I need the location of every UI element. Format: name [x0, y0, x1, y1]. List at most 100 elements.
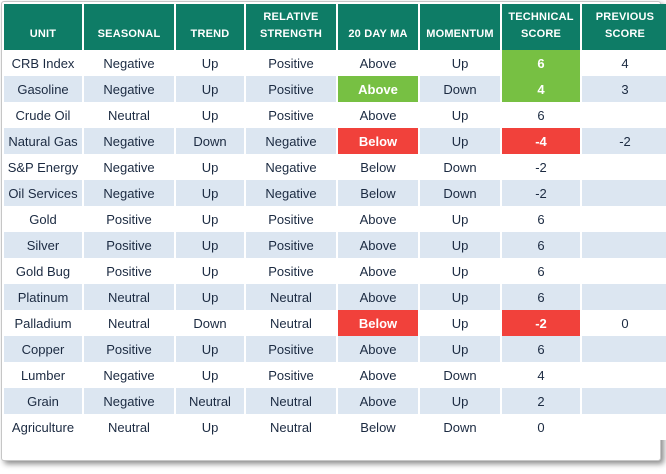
cell-relative-strength: Neutral [246, 284, 338, 310]
cell-previous-score: 0 [582, 310, 666, 336]
cell-momentum: Up [420, 128, 502, 154]
cell-momentum: Up [420, 336, 502, 362]
column-header-trend: TREND [176, 4, 246, 50]
cell-technical-score: 4 [502, 362, 582, 388]
cell-unit: Copper [4, 336, 84, 362]
cell-unit: Crude Oil [4, 102, 84, 128]
cell-momentum: Up [420, 310, 502, 336]
cell-previous-score: 4 [582, 50, 666, 76]
cell-20-day-ma: Below [338, 128, 420, 154]
column-header-seasonal: SEASONAL [84, 4, 176, 50]
cell-trend: Up [176, 258, 246, 284]
cell-technical-score: -2 [502, 180, 582, 206]
cell-technical-score: 6 [502, 284, 582, 310]
column-header-20-day-ma: 20 DAY MA [338, 4, 420, 50]
cell-trend: Neutral [176, 388, 246, 414]
cell-previous-score [582, 362, 666, 388]
cell-momentum: Up [420, 232, 502, 258]
column-header-momentum: MOMENTUM [420, 4, 502, 50]
cell-seasonal: Positive [84, 258, 176, 284]
cell-20-day-ma: Above [338, 336, 420, 362]
table-row: Platinum Neutral Up Neutral Above Up 6 [4, 284, 666, 310]
cell-relative-strength: Negative [246, 180, 338, 206]
cell-relative-strength: Positive [246, 232, 338, 258]
cell-trend: Up [176, 206, 246, 232]
cell-unit: Natural Gas [4, 128, 84, 154]
cell-unit: CRB Index [4, 50, 84, 76]
cell-momentum: Up [420, 102, 502, 128]
cell-momentum: Up [420, 284, 502, 310]
cell-momentum: Up [420, 388, 502, 414]
table-body: CRB Index Negative Up Positive Above Up 6 4 Gaso… [4, 50, 666, 440]
cell-seasonal: Negative [84, 388, 176, 414]
screenshot-frame: UNIT SEASONAL TREND RELATIVE STRENGTH 20 DAY… [1, 1, 666, 461]
cell-relative-strength: Positive [246, 102, 338, 128]
cell-trend: Up [176, 50, 246, 76]
cell-unit: Gold [4, 206, 84, 232]
table-row: Palladium Neutral Down Neutral Below Up -2 0 [4, 310, 666, 336]
cell-20-day-ma: Above [338, 258, 420, 284]
cell-seasonal: Negative [84, 128, 176, 154]
cell-relative-strength: Positive [246, 362, 338, 388]
table-row: Gasoline Negative Up Positive Above Down 4 3 [4, 76, 666, 102]
cell-seasonal: Positive [84, 206, 176, 232]
cell-seasonal: Negative [84, 180, 176, 206]
table-row: CRB Index Negative Up Positive Above Up 6 4 [4, 50, 666, 76]
cell-previous-score [582, 102, 666, 128]
cell-previous-score [582, 388, 666, 414]
cell-20-day-ma: Above [338, 206, 420, 232]
table-row: Oil Services Negative Up Negative Below Down -… [4, 180, 666, 206]
cell-momentum: Up [420, 206, 502, 232]
header-row: UNIT SEASONAL TREND RELATIVE STRENGTH 20 DAY… [4, 4, 666, 50]
cell-trend: Up [176, 414, 246, 440]
cell-seasonal: Positive [84, 232, 176, 258]
cell-20-day-ma: Below [338, 414, 420, 440]
cell-seasonal: Positive [84, 336, 176, 362]
cell-20-day-ma: Below [338, 154, 420, 180]
cell-previous-score [582, 232, 666, 258]
cell-relative-strength: Positive [246, 50, 338, 76]
cell-momentum: Down [420, 362, 502, 388]
table-row: Silver Positive Up Positive Above Up 6 [4, 232, 666, 258]
cell-unit: Silver [4, 232, 84, 258]
cell-20-day-ma: Below [338, 310, 420, 336]
cell-relative-strength: Negative [246, 128, 338, 154]
cell-unit: Lumber [4, 362, 84, 388]
cell-relative-strength: Neutral [246, 414, 338, 440]
table-header: UNIT SEASONAL TREND RELATIVE STRENGTH 20 DAY… [4, 4, 666, 50]
cell-momentum: Down [420, 180, 502, 206]
cell-seasonal: Neutral [84, 284, 176, 310]
cell-technical-score: 6 [502, 102, 582, 128]
cell-technical-score: 6 [502, 206, 582, 232]
cell-momentum: Down [420, 76, 502, 102]
cell-technical-score: 4 [502, 76, 582, 102]
cell-relative-strength: Positive [246, 336, 338, 362]
table-row: Crude Oil Neutral Up Positive Above Up 6 [4, 102, 666, 128]
cell-trend: Up [176, 180, 246, 206]
cell-seasonal: Neutral [84, 414, 176, 440]
cell-trend: Up [176, 362, 246, 388]
table-row: Natural Gas Negative Down Negative Below Up -4… [4, 128, 666, 154]
cell-relative-strength: Neutral [246, 388, 338, 414]
cell-20-day-ma: Above [338, 232, 420, 258]
cell-technical-score: 2 [502, 388, 582, 414]
cell-relative-strength: Positive [246, 206, 338, 232]
column-header-relative-strength: RELATIVE STRENGTH [246, 4, 338, 50]
cell-seasonal: Negative [84, 362, 176, 388]
cell-trend: Down [176, 128, 246, 154]
column-header-technical-score: TECHNICAL SCORE [502, 4, 582, 50]
commodity-technical-score-table: UNIT SEASONAL TREND RELATIVE STRENGTH 20 DAY… [4, 4, 666, 440]
cell-unit: S&P Energy [4, 154, 84, 180]
cell-previous-score: -2 [582, 128, 666, 154]
cell-20-day-ma: Below [338, 180, 420, 206]
cell-unit: Gasoline [4, 76, 84, 102]
cell-20-day-ma: Above [338, 284, 420, 310]
table-row: Gold Positive Up Positive Above Up 6 [4, 206, 666, 232]
cell-unit: Grain [4, 388, 84, 414]
cell-momentum: Up [420, 258, 502, 284]
table-row: S&P Energy Negative Up Negative Below Down -2 [4, 154, 666, 180]
cell-unit: Oil Services [4, 180, 84, 206]
cell-previous-score [582, 284, 666, 310]
cell-previous-score [582, 206, 666, 232]
cell-previous-score [582, 336, 666, 362]
